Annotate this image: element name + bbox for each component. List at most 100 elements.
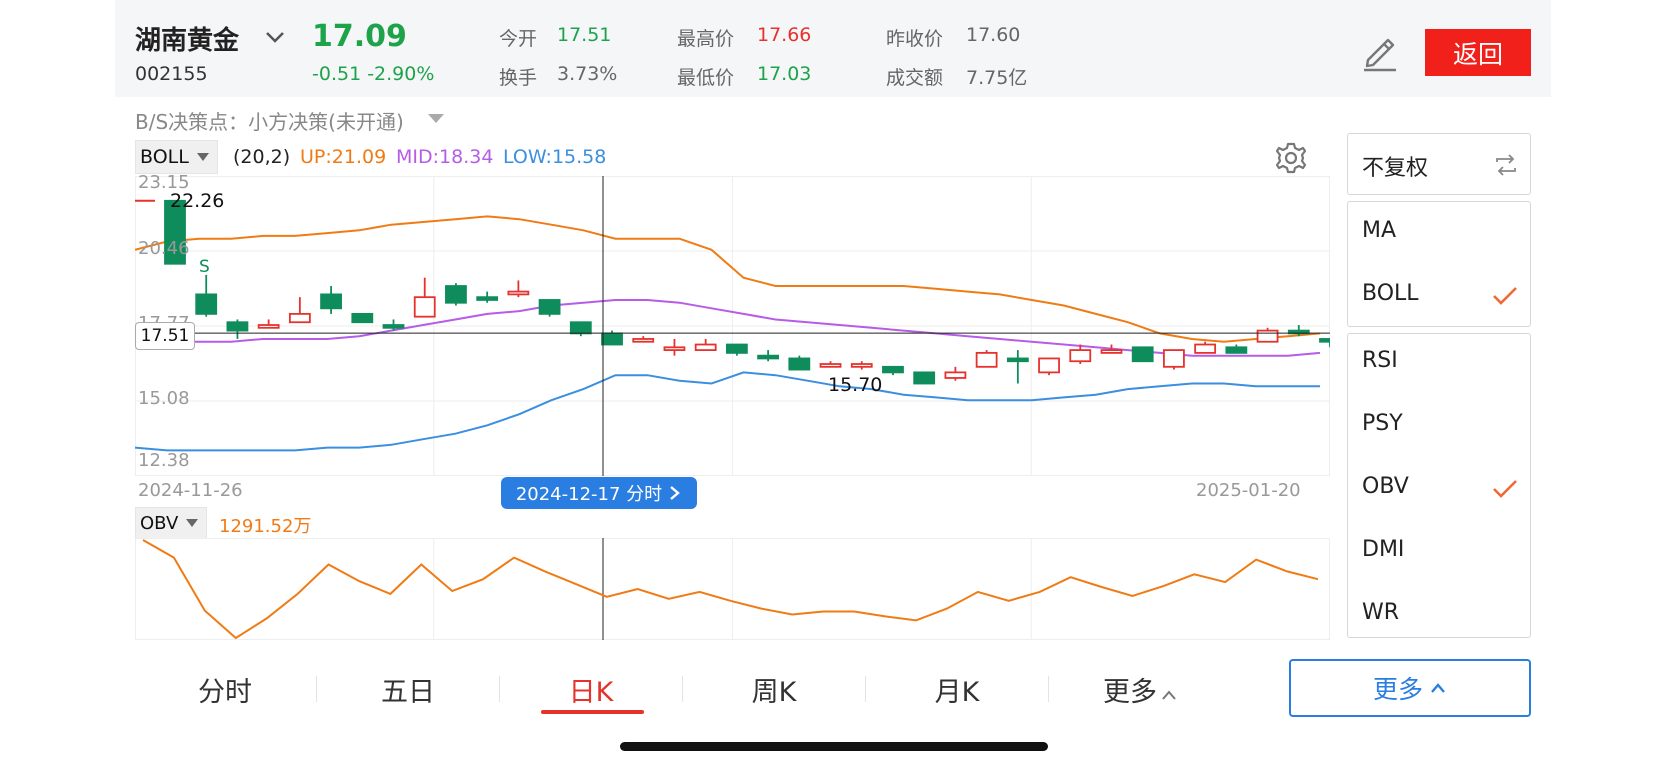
back-button[interactable]: 返回 [1425,29,1531,76]
tab-3[interactable]: 日K [531,670,651,709]
y-tick-label: 15.08 [138,388,190,409]
candle-body [226,321,249,332]
sub-indicator-name: OBV [140,512,179,534]
crosshair-price: 17.51 [135,322,195,350]
indicator-option-psy[interactable]: PSY [1348,411,1530,436]
high-marker-label: 22.26 [170,190,225,212]
tab-label: 月K [934,677,980,708]
bs-decision-point[interactable]: B/S决策点：小方决策(未开通) [135,106,404,135]
main-indicator-list: MA BOLL [1347,201,1531,327]
crosshair [135,176,1330,476]
candle-body [195,293,218,315]
indicator-option-obv[interactable]: OBV [1348,474,1530,499]
candle-body [850,363,873,368]
tab-label: 分时 [198,677,252,708]
tab-4[interactable]: 周K [714,670,834,709]
adjust-selector[interactable]: 不复权 [1347,133,1531,195]
main-indicator-selector[interactable]: BOLL [135,140,218,174]
tab-separator [865,676,866,702]
candle-body [288,312,311,324]
tab-label: 周K [751,677,797,708]
prev-close-value: 17.60 [966,24,1021,46]
amount-value: 7.75亿 [966,67,1028,89]
low-label: 最低价 [677,67,735,89]
indicator-option-label: DMI [1362,537,1405,562]
switch-icon [1496,154,1516,176]
chart-grid [135,176,1330,476]
active-tab-underline [541,710,644,714]
indicator-option-wr[interactable]: WR [1348,600,1530,625]
chevron-down-icon[interactable] [262,24,288,50]
sub-indicator-selector[interactable]: OBV [135,507,207,539]
open-label: 今开 [499,28,538,50]
boll-up-line [135,215,1321,343]
tab-label: 五日 [381,677,435,708]
home-indicator [620,742,1048,751]
candle-body [601,332,623,346]
tab-1[interactable]: 分时 [165,670,285,709]
candle-body [913,371,936,385]
boll-up-value: UP:21.09 [300,146,387,168]
stock-name[interactable]: 湖南黄金 [135,26,240,56]
low-value: 17.03 [757,63,812,85]
y-tick-label: 23.15 [138,172,190,193]
candle-body [1256,329,1279,343]
gear-icon[interactable] [1273,140,1309,176]
candle-body [476,296,499,301]
candle-body [445,285,467,304]
high-value: 17.66 [757,24,812,46]
more-button[interactable]: 更多 [1289,659,1531,717]
x-start-date: 2024-11-26 [138,480,243,501]
low-marker-label: 15.70 [828,374,883,396]
adjust-label: 不复权 [1362,156,1429,181]
tab-separator [682,676,683,702]
candle-body [257,324,280,329]
kline-chart[interactable] [135,176,1330,476]
bs-label: B/S决策点： [135,110,249,134]
crosshair-date-button[interactable]: 2024-12-17 分时 [501,477,697,509]
candle-body [975,351,998,368]
boll-mid-line [135,299,1321,357]
boll-low-value: LOW:15.58 [503,146,607,168]
indicator-option-label: WR [1362,600,1400,625]
indicator-option-boll[interactable]: BOLL [1348,281,1530,306]
candle-body [725,343,748,354]
checkmark-icon [1493,287,1517,305]
tab-label: 更多 [1103,677,1157,708]
candle-body [1038,357,1060,374]
candle-body [1006,357,1029,363]
tab-separator [316,676,317,702]
indicator-option-dmi[interactable]: DMI [1348,537,1530,562]
candle-body [1319,338,1330,343]
stock-header [115,0,1551,97]
candle-body [663,346,686,351]
candle-body [320,293,342,310]
indicator-option-rsi[interactable]: RSI [1348,348,1530,373]
indicator-option-label: BOLL [1362,281,1419,306]
tab-2[interactable]: 五日 [348,670,468,709]
open-value: 17.51 [557,24,612,46]
candle-body [382,324,405,329]
candle-body [351,312,374,324]
tab-5[interactable]: 月K [897,670,1017,709]
bs-dropdown-icon[interactable] [428,114,444,123]
tab-6[interactable]: 更多 [1080,670,1200,709]
indicator-option-label: RSI [1362,348,1398,373]
indicator-option-label: PSY [1362,411,1403,436]
candle-body [1131,346,1154,363]
checkmark-icon [1493,480,1517,498]
crosshair-date: 2024-12-17 分时 [515,484,663,505]
prev-close-label: 昨收价 [886,28,944,50]
tab-separator [1048,676,1049,702]
y-tick-label: 12.38 [138,450,190,471]
boll-low-line [135,371,1320,452]
candle-body [694,343,717,351]
candle-body [757,354,780,360]
edit-icon[interactable] [1360,30,1400,72]
candle-body [788,357,811,371]
x-end-date: 2025-01-20 [1196,480,1301,501]
sell-signal: S [199,257,210,277]
candle-body [1163,349,1185,368]
indicator-option-ma[interactable]: MA [1348,218,1530,243]
obv-chart[interactable] [135,538,1330,640]
